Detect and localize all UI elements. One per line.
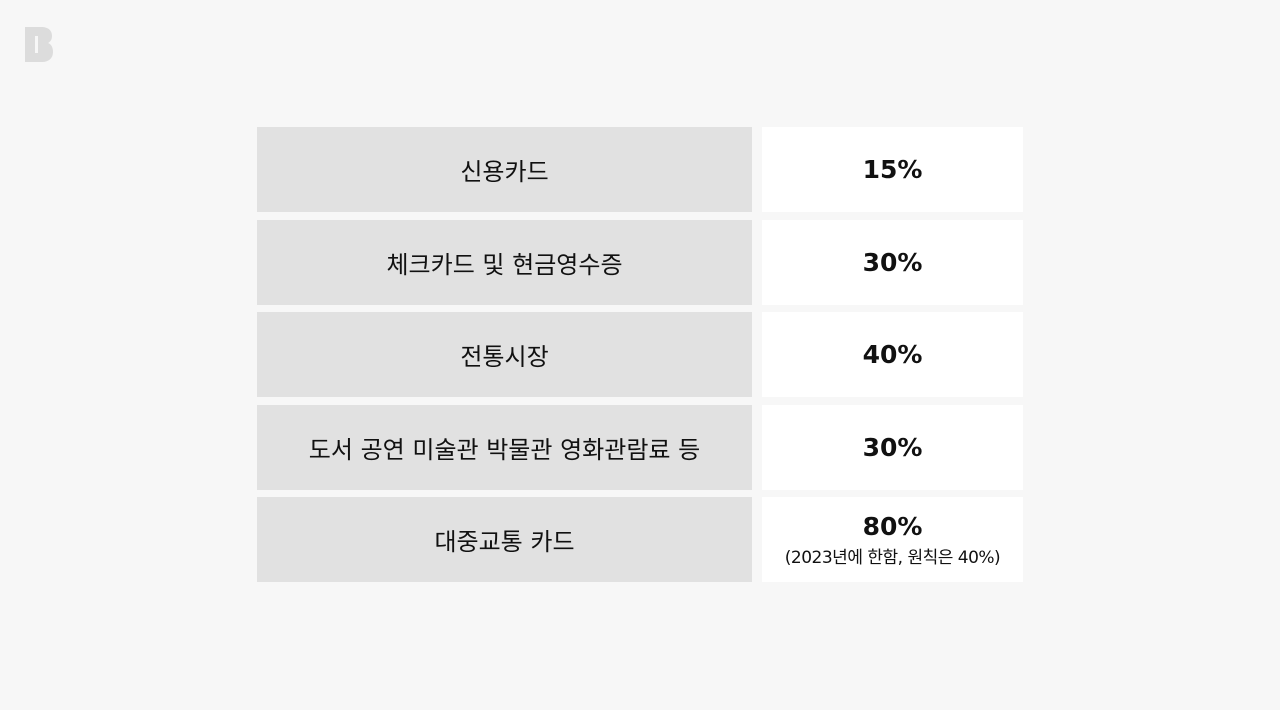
rate-value: 15% xyxy=(862,155,923,184)
brand-logo-icon xyxy=(25,27,53,62)
rate-note: (2023년에 한함, 원칙은 40%) xyxy=(784,547,1001,568)
table-row: 신용카드 15% xyxy=(257,127,1023,212)
table-row: 도서 공연 미술관 박물관 영화관람료 등 30% xyxy=(257,405,1023,490)
table-row: 대중교통 카드 80% (2023년에 한함, 원칙은 40%) xyxy=(257,497,1023,582)
rate-value: 30% xyxy=(862,433,923,462)
table-row: 체크카드 및 현금영수증 30% xyxy=(257,220,1023,305)
rate-cell: 80% (2023년에 한함, 원칙은 40%) xyxy=(762,497,1023,582)
table-row: 전통시장 40% xyxy=(257,312,1023,397)
category-label: 도서 공연 미술관 박물관 영화관람료 등 xyxy=(257,405,752,490)
category-label: 대중교통 카드 xyxy=(257,497,752,582)
category-label: 전통시장 xyxy=(257,312,752,397)
rate-cell: 15% xyxy=(762,127,1023,212)
rate-cell: 30% xyxy=(762,220,1023,305)
rate-value: 40% xyxy=(862,340,923,369)
category-label: 체크카드 및 현금영수증 xyxy=(257,220,752,305)
rate-cell: 40% xyxy=(762,312,1023,397)
rate-cell: 30% xyxy=(762,405,1023,490)
rate-value: 30% xyxy=(862,248,923,277)
rate-value: 80% xyxy=(862,511,923,541)
category-label: 신용카드 xyxy=(257,127,752,212)
